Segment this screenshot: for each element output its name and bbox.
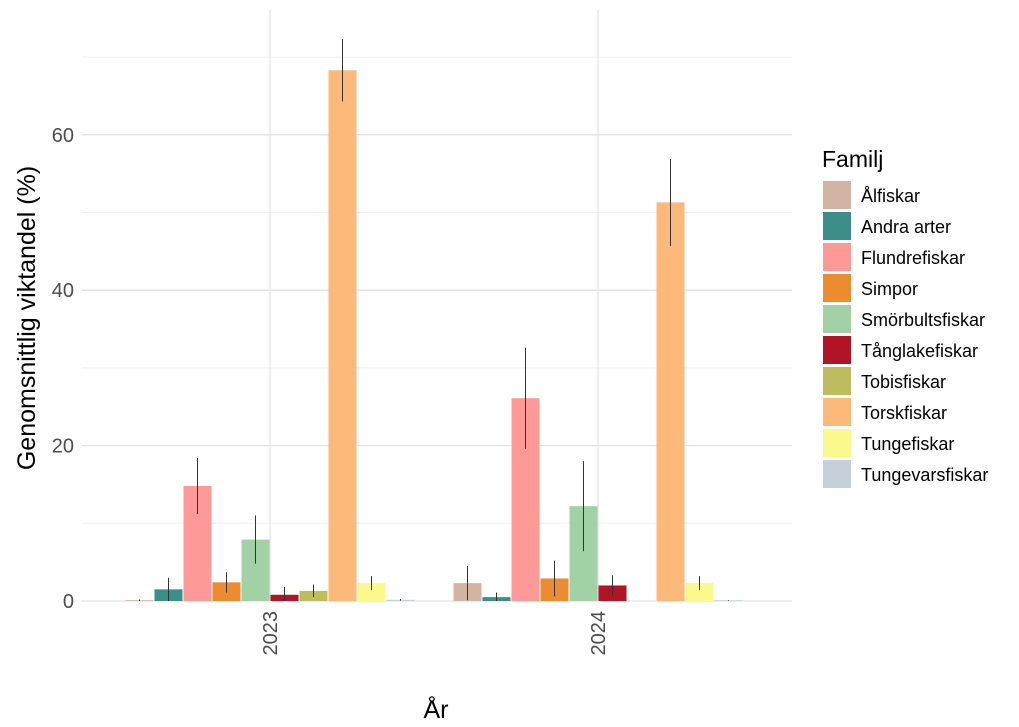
bar — [357, 583, 386, 601]
legend-item: Tungefiskar — [823, 429, 954, 457]
legend-label: Tobisfiskar — [861, 372, 946, 392]
legend-label: Simpor — [861, 279, 918, 299]
legend-swatch — [823, 212, 851, 240]
y-tick-label: 0 — [63, 591, 74, 613]
bar — [685, 583, 714, 601]
legend-item: Smörbultsfiskar — [823, 305, 985, 333]
y-tick-label: 20 — [52, 436, 74, 458]
legend-label: Tungefiskar — [861, 434, 954, 454]
legend: Familj Ålfiskar Andra arter Flundrefiskar S… — [822, 146, 988, 488]
bar-marks — [125, 70, 743, 602]
bar — [656, 202, 685, 602]
x-axis-title: År — [424, 694, 449, 724]
y-axis-ticks: 0 20 40 60 — [52, 125, 74, 613]
legend-item: Tungevarsfiskar — [823, 460, 988, 488]
legend-title: Familj — [822, 146, 883, 172]
x-axis-ticks: 2023 2024 — [260, 611, 610, 656]
legend-swatch — [823, 243, 851, 271]
legend-swatch — [823, 336, 851, 364]
y-tick-label: 40 — [52, 280, 74, 302]
error-bars — [139, 39, 729, 601]
legend-label: Andra arter — [861, 217, 951, 237]
legend-swatch — [823, 181, 851, 209]
legend-swatch — [823, 274, 851, 302]
legend-swatch — [823, 460, 851, 488]
legend-item: Ålfiskar — [823, 181, 920, 209]
legend-label: Flundrefiskar — [861, 248, 965, 268]
legend-item: Torskfiskar — [823, 398, 947, 426]
legend-label: Ålfiskar — [861, 186, 920, 206]
legend-item: Andra arter — [823, 212, 951, 240]
legend-swatch — [823, 398, 851, 426]
legend-swatch — [823, 429, 851, 457]
legend-item: Flundrefiskar — [823, 243, 965, 271]
legend-item: Simpor — [823, 274, 918, 302]
x-tick-label: 2024 — [588, 611, 610, 656]
legend-swatch — [823, 305, 851, 333]
bar — [328, 70, 357, 601]
legend-item: Tånglakefiskar — [823, 336, 978, 364]
legend-label: Smörbultsfiskar — [861, 310, 985, 330]
legend-label: Torskfiskar — [861, 403, 947, 423]
y-tick-label: 60 — [52, 125, 74, 147]
legend-swatch — [823, 367, 851, 395]
y-axis-title: Genomsnittlig viktandel (%) — [13, 166, 41, 470]
legend-item: Tobisfiskar — [823, 367, 946, 395]
x-tick-label: 2023 — [260, 611, 282, 656]
legend-label: Tånglakefiskar — [861, 341, 978, 361]
legend-label: Tungevarsfiskar — [861, 465, 988, 485]
